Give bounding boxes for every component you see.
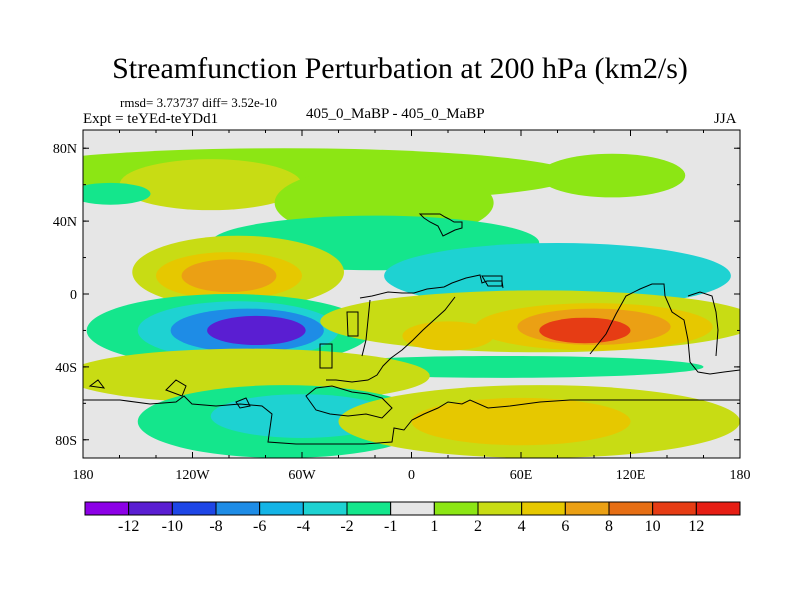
comparison-label: 405_0_MaBP - 405_0_MaBP: [306, 106, 485, 122]
colorbar-label: -12: [118, 518, 139, 535]
colorbar-box: [259, 501, 304, 516]
colorbar-label: -4: [297, 518, 310, 535]
chart-title: Streamfunction Perturbation at 200 hPa (…: [112, 52, 688, 85]
field-north-pacific-high: [119, 159, 302, 211]
axes: 180 120W 60W 0 60E 120E 180 80N 40N 0 40S 80S: [53, 130, 751, 483]
x-tick-label: 60E: [510, 468, 533, 483]
x-tick-label: 180: [730, 468, 751, 483]
colorbar-label: 4: [518, 518, 526, 535]
field-asia-high: [539, 153, 686, 198]
colorbar-label: -10: [162, 518, 183, 535]
colorbar-box: [608, 501, 654, 516]
field-indian-high-max: [539, 317, 631, 344]
x-tick-label: 120W: [175, 468, 210, 483]
colorbar-box: [171, 501, 217, 516]
colorbar-label: 6: [561, 518, 569, 535]
y-tick-label: 80S: [55, 434, 77, 449]
colorbar-label: -8: [209, 518, 222, 535]
x-tick-label: 0: [408, 468, 415, 483]
colorbar-box: [433, 501, 479, 516]
experiment-label: Expt = teYEd-teYDd1: [83, 111, 219, 127]
colorbar-box: [215, 501, 261, 516]
colorbar-box: [302, 501, 348, 516]
colorbar: -12 -10 -8 -6 -4 -2 -1 1 2 4 6 8 10 12: [84, 501, 741, 535]
colorbar-box: [346, 501, 392, 516]
colorbar-label: 1: [430, 518, 438, 535]
y-tick-label: 0: [70, 288, 77, 303]
y-tick-label: 80N: [53, 142, 77, 157]
colorbar-box: [128, 501, 173, 516]
rmsd-diff-stats: rmsd= 3.73737 diff= 3.52e-10: [120, 95, 278, 110]
colorbar-box: [695, 501, 741, 516]
colorbar-box: [564, 501, 610, 516]
colorbar-box: [84, 501, 130, 516]
y-tick-label: 40N: [53, 215, 77, 230]
field-tropical-pacific-low-min: [207, 315, 306, 346]
plot-area: [83, 130, 740, 458]
field-eastern-pacific-high-max: [181, 259, 277, 293]
colorbar-box: [477, 501, 523, 516]
colorbar-label: 2: [474, 518, 482, 535]
colorbar-label: -1: [384, 518, 397, 535]
x-tick-label: 120E: [616, 468, 646, 483]
colorbar-label: 12: [688, 518, 704, 535]
colorbar-box: [390, 501, 435, 516]
season-label: JJA: [714, 111, 737, 127]
field-northeast-pacific-low: [83, 182, 151, 205]
colorbar-label: -6: [253, 518, 266, 535]
y-tick-label: 40S: [55, 361, 77, 376]
colorbar-box: [521, 501, 566, 516]
coastline-outline: [83, 213, 740, 445]
colorbar-label: 10: [645, 518, 661, 535]
colorbar-label: -2: [340, 518, 353, 535]
field-south-atlantic-high: [402, 321, 494, 351]
x-tick-label: 180: [73, 468, 94, 483]
x-tick-label: 60W: [288, 468, 316, 483]
field-southern-ocean-high-core: [411, 397, 631, 446]
field-east-asia-low: [539, 266, 649, 296]
colorbar-box: [652, 501, 697, 516]
colorbar-label: 8: [605, 518, 613, 535]
